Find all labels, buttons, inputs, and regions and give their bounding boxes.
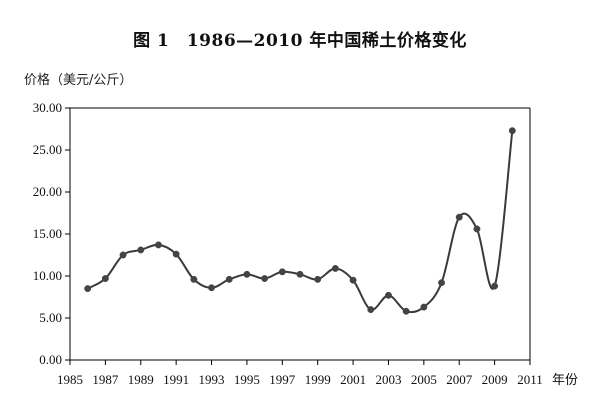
x-tick-label: 1985 — [57, 372, 83, 387]
data-point-1989 — [137, 246, 145, 254]
x-tick-label: 2001 — [340, 372, 366, 387]
x-tick-label: 2005 — [411, 372, 437, 387]
data-point-2010 — [508, 127, 516, 135]
x-tick-label: 1993 — [199, 372, 225, 387]
data-point-2007 — [455, 213, 463, 221]
x-tick-label: 2007 — [446, 372, 473, 387]
y-tick-label: 0.00 — [39, 352, 62, 367]
x-tick-label: 1991 — [163, 372, 189, 387]
data-point-2008 — [473, 225, 481, 233]
data-point-markers — [84, 127, 516, 315]
x-tick-label: 2011 — [517, 372, 543, 387]
x-tick-label: 2009 — [482, 372, 508, 387]
data-point-1991 — [172, 250, 180, 258]
x-tick-label: 2003 — [375, 372, 401, 387]
x-tick-label: 1987 — [92, 372, 119, 387]
x-axis-label: 年份 — [552, 372, 578, 387]
data-point-1986 — [84, 285, 92, 293]
data-point-1998 — [296, 270, 304, 278]
data-point-1995 — [243, 270, 251, 278]
data-point-2002 — [367, 306, 375, 314]
data-point-1992 — [190, 275, 198, 283]
data-point-1990 — [155, 241, 162, 249]
data-point-2004 — [402, 307, 410, 315]
data-point-2000 — [331, 264, 339, 272]
data-point-2009 — [491, 282, 499, 290]
data-point-1997 — [278, 268, 286, 276]
y-tick-label: 5.00 — [39, 310, 62, 325]
x-tick-label: 1995 — [234, 372, 260, 387]
y-tick-label: 15.00 — [33, 226, 62, 241]
y-tick-label: 25.00 — [33, 142, 62, 157]
data-point-1999 — [314, 275, 322, 283]
x-tick-labels: 1985 1987 1989 1991 1993 1995 1997 1999 2001 2003… — [57, 372, 543, 387]
x-tick-label: 1997 — [269, 372, 296, 387]
data-point-1988 — [119, 251, 127, 259]
y-tick-labels: 0.00 5.00 10.00 15.00 20.00 25.00 30.00 — [33, 100, 62, 367]
data-point-2005 — [420, 303, 428, 311]
data-point-1996 — [261, 275, 269, 282]
data-point-1987 — [101, 275, 109, 282]
y-tick-label: 20.00 — [33, 184, 62, 199]
chart-title: 图 1 1986—2010 年中国稀土价格变化 — [133, 31, 467, 51]
x-tick-label: 1999 — [305, 372, 331, 387]
data-point-2003 — [385, 291, 392, 299]
price-series-line — [87, 130, 514, 314]
data-point-1994 — [225, 275, 233, 283]
y-tick-label: 10.00 — [33, 268, 62, 283]
y-tick-label: 30.00 — [33, 100, 62, 115]
axes — [65, 107, 531, 365]
x-tick-label: 1989 — [128, 372, 154, 387]
data-point-1993 — [208, 284, 215, 292]
y-axis-unit-label: 价格（美元/公斤） — [24, 72, 132, 88]
data-point-2006 — [438, 279, 445, 287]
data-point-2001 — [349, 276, 357, 284]
